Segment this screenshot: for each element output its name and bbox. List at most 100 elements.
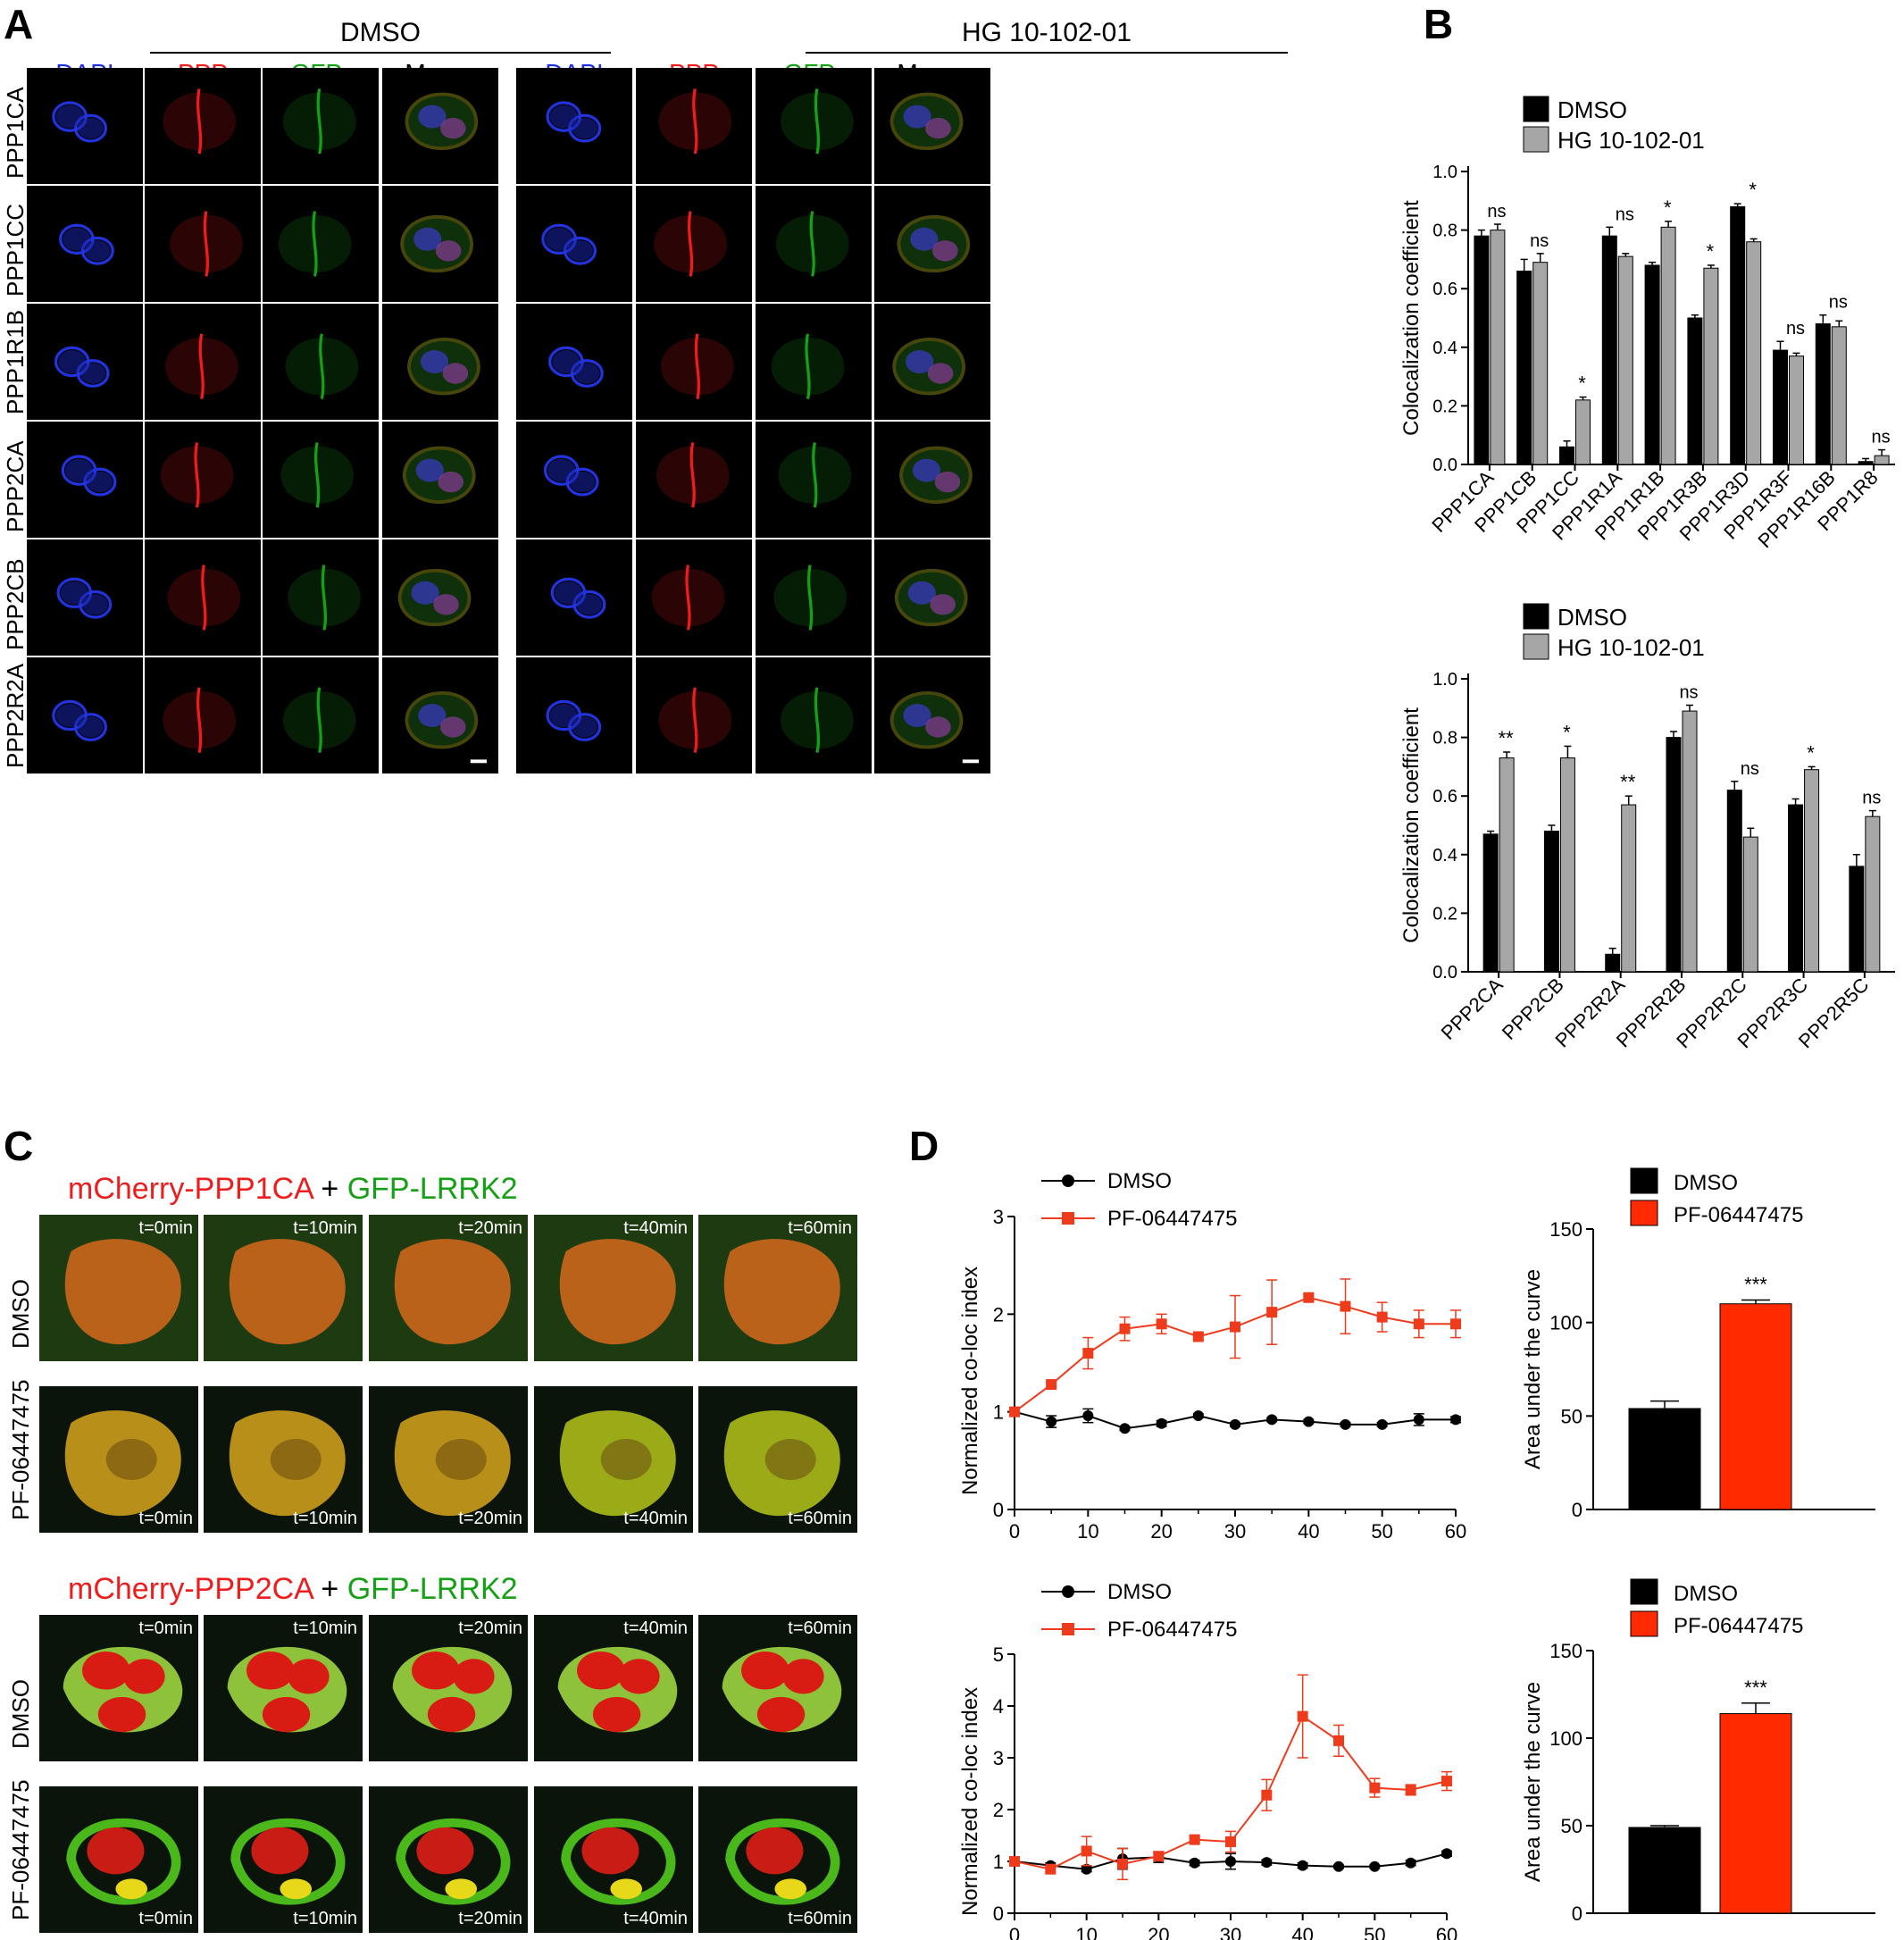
bar-0-3 bbox=[1601, 235, 1617, 465]
title2-green: GFP-LRRK2 bbox=[347, 1572, 518, 1606]
merge-nucleus bbox=[912, 458, 941, 482]
micrograph-1-4-1 bbox=[636, 539, 752, 656]
micrograph-0-4-3 bbox=[382, 539, 498, 656]
bar-0-7 bbox=[1773, 349, 1788, 465]
live-frame-svg bbox=[723, 1410, 840, 1517]
c-row-label-1-1: PF-06447475 bbox=[7, 1779, 34, 1920]
data-point-0-5 bbox=[1192, 1410, 1204, 1422]
live-frame-svg bbox=[230, 1818, 346, 1905]
y-tick-label: 4 bbox=[993, 1695, 1004, 1718]
cell-boundary bbox=[321, 564, 328, 631]
legend-swatch-0 bbox=[1523, 603, 1549, 630]
data-point-1-11 bbox=[1413, 1318, 1424, 1330]
micrograph-svg bbox=[52, 699, 108, 741]
y-tick-label: 0.4 bbox=[1432, 846, 1457, 865]
data-point-1-8 bbox=[1303, 1292, 1315, 1303]
micrograph-svg bbox=[656, 442, 730, 508]
significance-3: ns bbox=[1679, 683, 1698, 703]
merge-nucleus bbox=[413, 227, 442, 251]
micrograph-0-4-0 bbox=[27, 539, 143, 656]
data-point-1-6 bbox=[1230, 1321, 1240, 1333]
x-tick-label: 20 bbox=[1148, 1924, 1169, 1940]
legend-marker-1 bbox=[1062, 1212, 1074, 1225]
micrograph-svg bbox=[550, 577, 606, 619]
live-frame-0-1-3: t=40min bbox=[534, 1386, 693, 1533]
panel-label-b: B bbox=[1424, 1, 1454, 47]
y-tick-label: 0.0 bbox=[1432, 456, 1457, 475]
x-tick-label: 50 bbox=[1364, 1924, 1385, 1940]
data-point-0-8 bbox=[1303, 1416, 1315, 1427]
data-point-1-3 bbox=[1119, 1323, 1131, 1334]
c-row-label-0-0: DMSO bbox=[7, 1279, 34, 1349]
data-point-0-6 bbox=[1225, 1856, 1236, 1867]
micrograph-0-3-0 bbox=[27, 422, 143, 538]
merge-nucleus bbox=[903, 105, 931, 129]
micrograph-svg bbox=[405, 691, 487, 764]
live-frame-svg bbox=[229, 1410, 346, 1517]
nucleus-shape bbox=[563, 236, 597, 265]
micrograph-1-2-1 bbox=[636, 304, 752, 420]
data-point-1-6 bbox=[1225, 1835, 1236, 1847]
merge-nucleus bbox=[934, 471, 961, 493]
bar-1-8 bbox=[1831, 326, 1847, 465]
micrograph-svg bbox=[889, 92, 964, 150]
cell-boundary bbox=[316, 88, 322, 155]
nucleus-fill bbox=[63, 227, 91, 251]
panel-c-title-2: mCherry-PPP2CA + GFP-LRRK2 bbox=[68, 1572, 518, 1607]
y-tick-label: 2 bbox=[993, 1303, 1004, 1325]
legend-label-1: PF-06447475 bbox=[1674, 1203, 1803, 1227]
micrograph-svg bbox=[56, 577, 113, 619]
significance-4: * bbox=[1664, 197, 1672, 219]
significance-2: * bbox=[1578, 372, 1586, 395]
data-point-0-10 bbox=[1376, 1418, 1388, 1430]
bar-1-7 bbox=[1789, 355, 1804, 465]
nucleus-fill bbox=[572, 117, 597, 139]
data-point-1-2 bbox=[1082, 1348, 1094, 1359]
time-label: t=20min bbox=[458, 1218, 522, 1238]
micrograph-0-1-0 bbox=[27, 186, 143, 302]
time-label: t=40min bbox=[623, 1909, 688, 1928]
y-tick-label: 0.2 bbox=[1432, 904, 1457, 924]
data-point-0-2 bbox=[1082, 1410, 1094, 1422]
nucleus-fill bbox=[78, 117, 104, 139]
row-label-ppp2r2a: PPP2R2A bbox=[2, 663, 29, 768]
micrograph-1-0-0 bbox=[516, 68, 632, 184]
bar-1-2 bbox=[1575, 399, 1591, 465]
bar-1-1 bbox=[1532, 262, 1549, 465]
micrograph-svg bbox=[278, 211, 352, 277]
legend-marker-0 bbox=[1062, 1585, 1074, 1598]
y-tick-label: 0 bbox=[993, 1499, 1004, 1521]
y-tick-label: 0 bbox=[993, 1902, 1004, 1925]
micrograph-svg bbox=[402, 446, 476, 504]
significance-9: ns bbox=[1872, 428, 1891, 447]
y-tick-label: 3 bbox=[993, 1747, 1004, 1769]
auc-bar-1 bbox=[1719, 1303, 1792, 1510]
micrograph-0-5-2 bbox=[263, 657, 379, 773]
nucleus-fill bbox=[567, 240, 593, 262]
legend-label-1: PF-06447475 bbox=[1674, 1614, 1803, 1638]
cell-boundary bbox=[806, 564, 814, 631]
time-label: t=40min bbox=[623, 1509, 688, 1528]
micrograph-1-1-0 bbox=[516, 186, 632, 302]
x-tick-label: 0 bbox=[1009, 1520, 1020, 1543]
merge-nucleus bbox=[903, 704, 931, 727]
data-point-0-1 bbox=[1046, 1416, 1057, 1427]
data-point-0-11 bbox=[1413, 1414, 1424, 1426]
micrograph-0-0-0 bbox=[27, 68, 143, 184]
live-frame-1-0-2: t=20min bbox=[369, 1615, 528, 1761]
time-label: t=60min bbox=[788, 1218, 852, 1238]
data-point-0-10 bbox=[1369, 1861, 1381, 1872]
coloc-spot bbox=[774, 1878, 807, 1900]
x-tick-label: 60 bbox=[1436, 1924, 1457, 1940]
live-frame-0-0-3: t=40min bbox=[534, 1215, 693, 1361]
micrograph-svg bbox=[282, 88, 356, 155]
bar-1-4 bbox=[1660, 226, 1676, 465]
micrograph-1-2-2 bbox=[756, 304, 872, 420]
micrograph-svg bbox=[658, 88, 732, 155]
chart-d-ppp2ca-auc: DMSO PF-06447475 Area under the curve 0 50 10… bbox=[1521, 1578, 1875, 1925]
bar-0-6 bbox=[1849, 865, 1865, 973]
data-point-0-5 bbox=[1189, 1857, 1200, 1869]
cell-shape bbox=[230, 1818, 346, 1905]
time-label: t=40min bbox=[623, 1618, 688, 1638]
nucleus-shape bbox=[73, 113, 108, 143]
